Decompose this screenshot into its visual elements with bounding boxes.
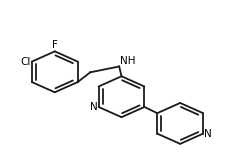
Text: N: N [90,102,97,112]
Text: Cl: Cl [20,57,31,67]
Text: F: F [52,40,58,50]
Text: NH: NH [120,56,136,66]
Text: N: N [204,129,212,139]
